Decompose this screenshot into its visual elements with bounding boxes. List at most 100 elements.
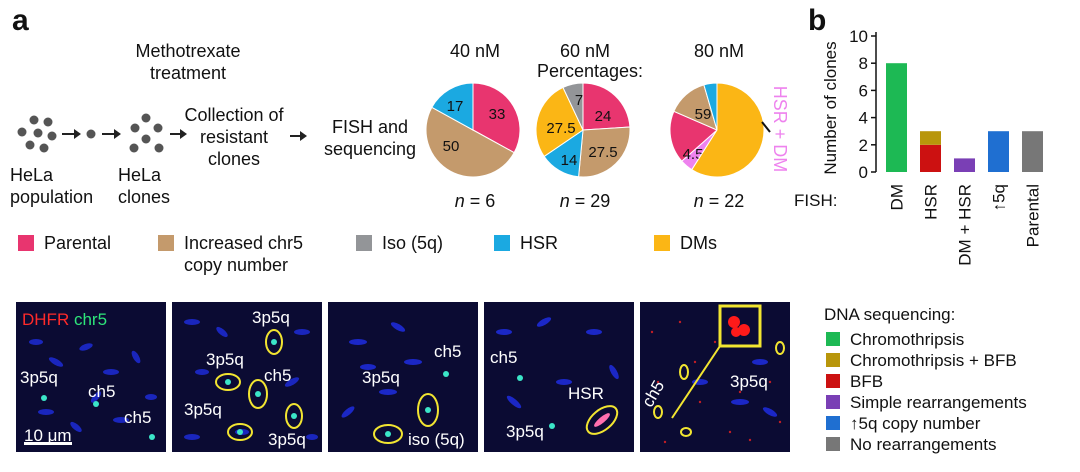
bar-segment bbox=[886, 63, 907, 173]
pie-slice bbox=[578, 126, 631, 178]
micrograph-3: ch5 3p5q iso (5q) bbox=[328, 302, 478, 452]
pie-slice-label: 27.5 bbox=[546, 120, 575, 137]
n-value-60nm: = 29 bbox=[574, 191, 611, 211]
hela-population-label: HeLa population bbox=[10, 164, 93, 208]
micro-label: 3p5q bbox=[506, 422, 544, 441]
micro-label: 3p5q bbox=[20, 368, 58, 387]
legend-label: Parental bbox=[44, 233, 112, 253]
fish-row-label: FISH: bbox=[794, 191, 838, 210]
hsr-dm-label-wrap: HSR + DM bbox=[768, 60, 792, 200]
legend-dms: DMs bbox=[654, 232, 717, 254]
micrograph-1: DHFR chr5 3p5q ch5 ch5 10 μm bbox=[16, 302, 166, 452]
bar-segment bbox=[988, 131, 1009, 172]
legend-label-line-2: copy number bbox=[184, 255, 289, 275]
micro-bg-1 bbox=[24, 339, 157, 445]
micro-bg-3 bbox=[341, 322, 449, 444]
micrograph-2: 3p5q 3p5q ch5 3p5q 3p5q bbox=[172, 302, 322, 452]
dna-legend-item: ↑5q copy number bbox=[826, 413, 980, 434]
pie-slice bbox=[669, 110, 718, 162]
pie-slice-label: 50 bbox=[443, 138, 460, 155]
pie-slice bbox=[472, 82, 521, 154]
arrow-1 bbox=[62, 129, 81, 139]
dna-legend-item: BFB bbox=[826, 371, 883, 392]
pie-slice-label: 7 bbox=[575, 92, 583, 109]
percentages-label: Percentages: bbox=[536, 61, 644, 81]
legend-label: No rearrangements bbox=[850, 435, 997, 454]
pie-0: 33 50 17 bbox=[425, 82, 521, 178]
micro-bg-4 bbox=[496, 317, 619, 435]
dna-legend-item: Simple rearrangements bbox=[826, 392, 1027, 413]
arrow-4 bbox=[290, 131, 307, 141]
legend-swatch bbox=[654, 235, 670, 251]
legend-swatch bbox=[356, 235, 372, 251]
dhfr-chr5-label: DHFR chr5 bbox=[22, 310, 107, 330]
pie-slice bbox=[562, 82, 584, 131]
dhfr-label: DHFR bbox=[22, 310, 70, 329]
treatment-line-2: treatment bbox=[149, 63, 227, 83]
pie-slice-label: 14 bbox=[561, 152, 578, 169]
single-cell-dot bbox=[86, 129, 96, 139]
legend-label: ↑5q copy number bbox=[850, 414, 981, 433]
arrow-2 bbox=[102, 129, 121, 139]
collection-line-2: resistant bbox=[199, 127, 269, 147]
micrograph-5: ch5 3p5q bbox=[640, 302, 790, 452]
micro-label: 3p5q bbox=[730, 372, 768, 391]
scale-bar-label: 10 μm bbox=[24, 426, 72, 445]
bar-chart: 0 2 4 6 8 10 Number of clones DM HSR DM + HSR ↑5q P… bbox=[821, 27, 1043, 266]
micro-label: ch5 bbox=[264, 366, 292, 385]
y-tick-label: 2 bbox=[859, 136, 868, 155]
micrograph-4: ch5 HSR 3p5q bbox=[484, 302, 634, 452]
category-label: DM + HSR bbox=[956, 184, 975, 266]
legend-iso: Iso (5q) bbox=[356, 232, 443, 254]
dna-legend-item: Chromothripsis bbox=[826, 329, 964, 350]
legend-label: Increased chr5 copy number bbox=[184, 232, 303, 276]
legend-swatch bbox=[158, 235, 174, 251]
legend-swatch bbox=[826, 416, 840, 430]
bar-segment bbox=[920, 144, 941, 172]
y-tick-label: 10 bbox=[849, 27, 868, 46]
panel-a-label: a bbox=[12, 4, 29, 37]
methotrexate-treatment-label: Methotrexate treatment bbox=[128, 40, 248, 84]
pie-slice bbox=[535, 86, 584, 158]
legend-label: Chromothripsis + BFB bbox=[850, 351, 1017, 370]
legend-swatch bbox=[18, 235, 34, 251]
legend-label: Iso (5q) bbox=[382, 233, 444, 253]
n-label-80nm: n = 22 bbox=[693, 191, 745, 211]
legend-label-line-1: Increased chr5 bbox=[184, 233, 304, 253]
pie-slice-label: 27.5 bbox=[588, 144, 617, 161]
hela-population-dots bbox=[17, 115, 57, 153]
dna-legend-item: No rearrangements bbox=[826, 434, 996, 455]
category-label: DM bbox=[888, 184, 907, 210]
n-value-40nm: = 6 bbox=[469, 191, 496, 211]
y-tick-label: 0 bbox=[859, 163, 868, 182]
micro-label: HSR bbox=[568, 384, 604, 403]
legend-swatch bbox=[494, 235, 510, 251]
workflow-diagram bbox=[17, 113, 307, 153]
bar-segment bbox=[1022, 131, 1043, 172]
treatment-line-1: Methotrexate bbox=[135, 41, 241, 61]
dna-legend-item: Chromothripsis + BFB bbox=[826, 350, 1017, 371]
fish-seq-line-2: sequencing bbox=[323, 139, 417, 159]
bar-segment bbox=[920, 131, 941, 145]
micro-label: ch5 bbox=[124, 408, 152, 427]
legend-swatch bbox=[826, 437, 840, 451]
micro-bg-5 bbox=[650, 304, 785, 444]
fish-seq-line-1: FISH and bbox=[331, 117, 409, 137]
micro-label: 3p5q bbox=[362, 368, 400, 387]
bar-segment bbox=[954, 158, 975, 172]
n-label-40nm: n = 6 bbox=[454, 191, 496, 211]
pie-slice bbox=[691, 82, 765, 178]
fish-sequencing-label: FISH and sequencing bbox=[318, 116, 422, 160]
pie-slice bbox=[431, 82, 474, 131]
chr5-label: chr5 bbox=[73, 310, 108, 329]
micro-bg-2 bbox=[184, 319, 318, 441]
hela-clones-dots bbox=[129, 113, 164, 153]
pie-slice-label: 33 bbox=[489, 106, 506, 123]
y-tick-label: 6 bbox=[859, 81, 868, 100]
dna-sequencing-title: DNA sequencing: bbox=[824, 305, 956, 324]
legend-label: Simple rearrangements bbox=[850, 393, 1027, 412]
pie-slice-label: 59 bbox=[695, 106, 712, 123]
hela-clones-label: HeLa clones bbox=[118, 164, 170, 208]
n-label-60nm: n = 29 bbox=[559, 191, 611, 211]
